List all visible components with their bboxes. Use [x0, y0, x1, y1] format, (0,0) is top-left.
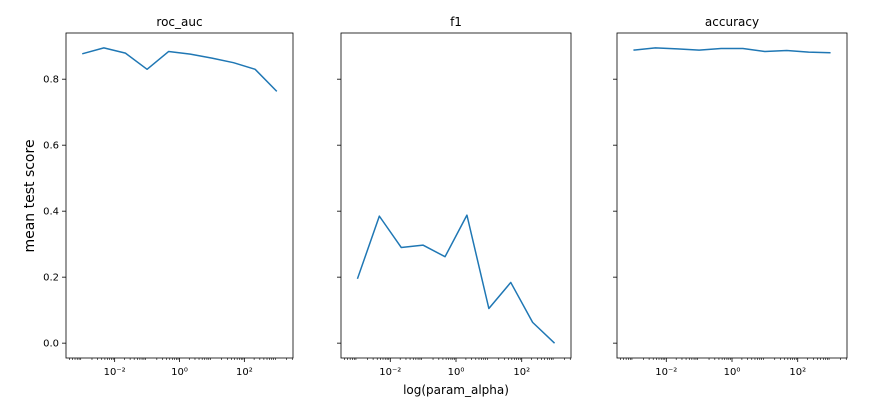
subplot-f1: f1 10⁻² 10⁰ 10² — [337, 15, 572, 378]
x-tick-label: 10⁰ — [724, 367, 741, 378]
subplot-title: f1 — [450, 15, 462, 29]
x-tick-label: 10⁰ — [171, 367, 188, 378]
x-tick-label: 10⁻² — [379, 367, 401, 378]
y-tick-label: 0.4 — [43, 207, 59, 218]
subplot-title: roc_auc — [156, 15, 202, 29]
subplots: roc_auc 0.0 0.2 0.4 0.6 0.8 10⁻² 10⁰ 10² f1 10⁻² 10… — [43, 15, 848, 378]
subplot-title: accuracy — [705, 15, 759, 29]
axes-frame — [340, 32, 572, 359]
subplot-accuracy: accuracy 10⁻² 10⁰ 10² — [613, 15, 848, 378]
x-tick-label: 10² — [236, 367, 253, 378]
y-tick-label: 0.8 — [43, 75, 59, 86]
y-tick-label: 0.0 — [43, 339, 59, 350]
x-tick-label: 10⁰ — [448, 367, 465, 378]
x-tick-label: 10⁻² — [104, 367, 126, 378]
series-line — [82, 47, 278, 92]
y-tick-label: 0.2 — [43, 273, 59, 284]
x-tick-label: 10⁻² — [655, 367, 677, 378]
series-line — [356, 214, 556, 344]
y-tick-label: 0.6 — [43, 141, 59, 152]
x-tick-label: 10² — [789, 367, 806, 378]
subplot-roc_auc: roc_auc 0.0 0.2 0.4 0.6 0.8 10⁻² 10⁰ 10² — [43, 15, 294, 378]
series-line — [633, 47, 831, 54]
x-axis-label: log(param_alpha) — [403, 383, 509, 397]
axes-frame — [616, 32, 848, 359]
axes-frame — [65, 32, 294, 359]
x-tick-label: 10² — [513, 367, 530, 378]
y-axis-label: mean test score — [22, 139, 38, 252]
